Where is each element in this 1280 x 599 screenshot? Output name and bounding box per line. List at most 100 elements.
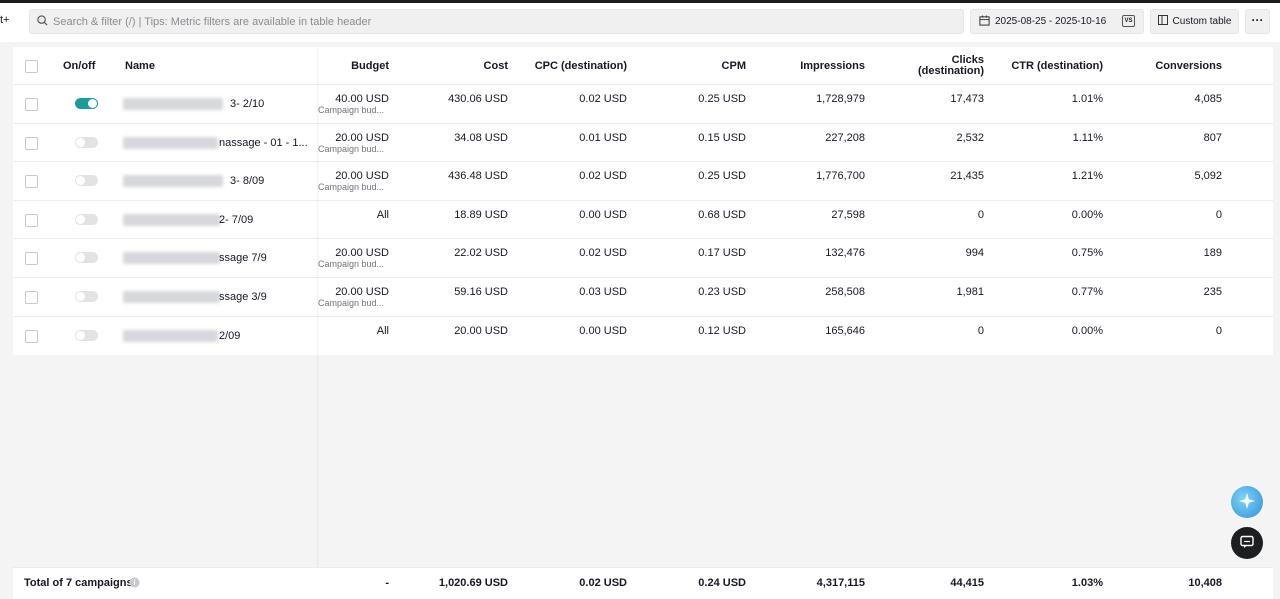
row-checkbox[interactable] [25,98,38,111]
date-range-picker[interactable]: 2025-08-25 - 2025-10-16 VS [970,9,1144,34]
ai-assistant-button[interactable] [1231,486,1263,518]
campaign-name-redacted [123,98,223,110]
campaign-toggle[interactable] [75,213,98,225]
total-clicks: 44,415 [950,577,984,589]
header-clicks-line2: (destination) [918,65,984,77]
impressions-value: 227,208 [825,131,865,144]
campaign-name[interactable]: 3- 8/09 [230,175,265,188]
header-onoff[interactable]: On/off [63,60,96,72]
table-row[interactable]: nassage - 01 - 1... 20.00 USD Campaign b… [13,124,1273,163]
row-checkbox[interactable] [25,136,38,150]
campaign-toggle[interactable] [75,252,98,264]
total-label: Total of 7 campaigns [24,577,133,589]
budget-sub: Campaign bud... [318,143,385,154]
budget-value[interactable]: 20.00 USD [335,247,389,260]
search-filter-bar[interactable] [29,9,964,34]
toggle-knob [76,253,85,263]
header-cpm[interactable]: CPM [721,60,746,72]
select-all-checkbox[interactable] [25,60,38,73]
row-checkbox[interactable] [25,291,38,304]
search-icon [37,14,48,29]
cost-value: 436.48 USD [448,170,508,183]
total-conversions: 10,408 [1188,577,1222,589]
budget-value[interactable]: 20.00 USD [335,170,389,183]
ctr-value: 1.21% [1071,170,1103,183]
more-options-button[interactable]: ··· [1245,9,1270,34]
budget-value[interactable]: 20.00 USD [335,131,389,144]
budget-sub: Campaign bud... [318,298,385,308]
campaign-toggle[interactable] [75,98,98,109]
fixed-column-divider [317,47,319,599]
header-budget[interactable]: Budget [351,60,389,72]
custom-table-label: Custom table [1172,16,1232,27]
columns-icon [1157,15,1168,28]
create-button[interactable]: t+ [0,14,10,26]
ctr-value: 0.00% [1071,208,1103,221]
impressions-value: 258,508 [825,286,865,298]
row-checkbox[interactable] [25,329,38,343]
header-clicks[interactable]: Clicks (destination) [884,55,984,77]
table-row[interactable]: 2/09 All 20.00 USD 0.00 USD 0.12 USD 165… [13,317,1273,356]
info-icon[interactable] [129,577,140,591]
cost-value: 18.89 USD [454,208,508,221]
header-impressions[interactable]: Impressions [800,60,865,72]
header-cpc[interactable]: CPC (destination) [534,60,627,72]
campaign-name-redacted [123,291,220,303]
budget-value[interactable]: All [376,208,389,221]
campaign-toggle[interactable] [75,291,98,302]
campaign-name-redacted [123,175,223,188]
table-row[interactable]: 3- 2/10 40.00 USD Campaign bud... 430.06… [13,85,1273,124]
cpc-value: 0.02 USD [579,247,627,260]
calendar-icon [979,14,990,29]
ctr-value: 1.01% [1071,93,1103,105]
ctr-value: 0.75% [1071,247,1103,260]
cpc-value: 0.02 USD [579,93,627,105]
budget-value[interactable]: All [376,324,389,337]
budget-sub: Campaign bud... [318,182,385,193]
cost-value: 430.06 USD [448,93,508,105]
campaign-name[interactable]: nassage - 01 - 1... [219,136,308,149]
header-conversions[interactable]: Conversions [1155,60,1222,72]
total-cpc: 0.02 USD [579,577,627,589]
toggle-knob [76,176,85,186]
table-row[interactable]: ssage 7/9 20.00 USD Campaign bud... 22.0… [13,239,1273,278]
conversions-value: 807 [1203,131,1222,144]
compare-icon[interactable]: VS [1122,15,1135,27]
cpc-value: 0.00 USD [579,208,627,221]
campaign-toggle[interactable] [75,175,98,187]
campaign-name[interactable]: ssage 3/9 [219,291,267,303]
header-name[interactable]: Name [125,60,155,72]
custom-table-button[interactable]: Custom table [1150,9,1239,34]
ctr-value: 1.11% [1072,131,1103,144]
feedback-button[interactable] [1231,527,1263,559]
conversions-value: 5,092 [1194,170,1222,183]
cpc-value: 0.00 USD [579,324,627,337]
budget-sub: Campaign bud... [318,259,385,270]
table-row[interactable]: ssage 3/9 20.00 USD Campaign bud... 59.1… [13,278,1273,317]
campaign-toggle[interactable] [75,329,98,341]
campaign-toggle[interactable] [75,136,98,148]
campaign-name[interactable]: 2/09 [219,329,241,342]
total-cpm: 0.24 USD [698,577,746,589]
budget-value[interactable]: 40.00 USD [335,93,389,105]
campaign-name[interactable]: 2- 7/09 [219,213,254,226]
header-cost[interactable]: Cost [483,60,508,72]
impressions-value: 1,728,979 [816,93,865,105]
budget-value[interactable]: 20.00 USD [335,286,389,298]
toggle-knob [88,99,97,108]
campaign-name-redacted [123,329,218,342]
conversions-value: 0 [1215,324,1222,337]
row-checkbox[interactable] [25,175,38,189]
campaign-name[interactable]: 3- 2/10 [230,98,265,110]
table-row[interactable]: 3- 8/09 20.00 USD Campaign bud... 436.48… [13,162,1273,201]
clicks-value: 17,473 [950,93,984,105]
search-input[interactable] [53,15,933,28]
campaign-name[interactable]: ssage 7/9 [219,252,267,265]
total-cost: 1,020.69 USD [438,577,508,589]
budget-sub: Campaign bud... [318,105,385,115]
row-checkbox[interactable] [25,252,38,266]
table-row[interactable]: 2- 7/09 All 18.89 USD 0.00 USD 0.68 USD … [13,201,1273,240]
row-checkbox[interactable] [25,213,38,227]
header-clicks-line1: Clicks [951,54,984,66]
header-ctr[interactable]: CTR (destination) [1011,60,1103,72]
